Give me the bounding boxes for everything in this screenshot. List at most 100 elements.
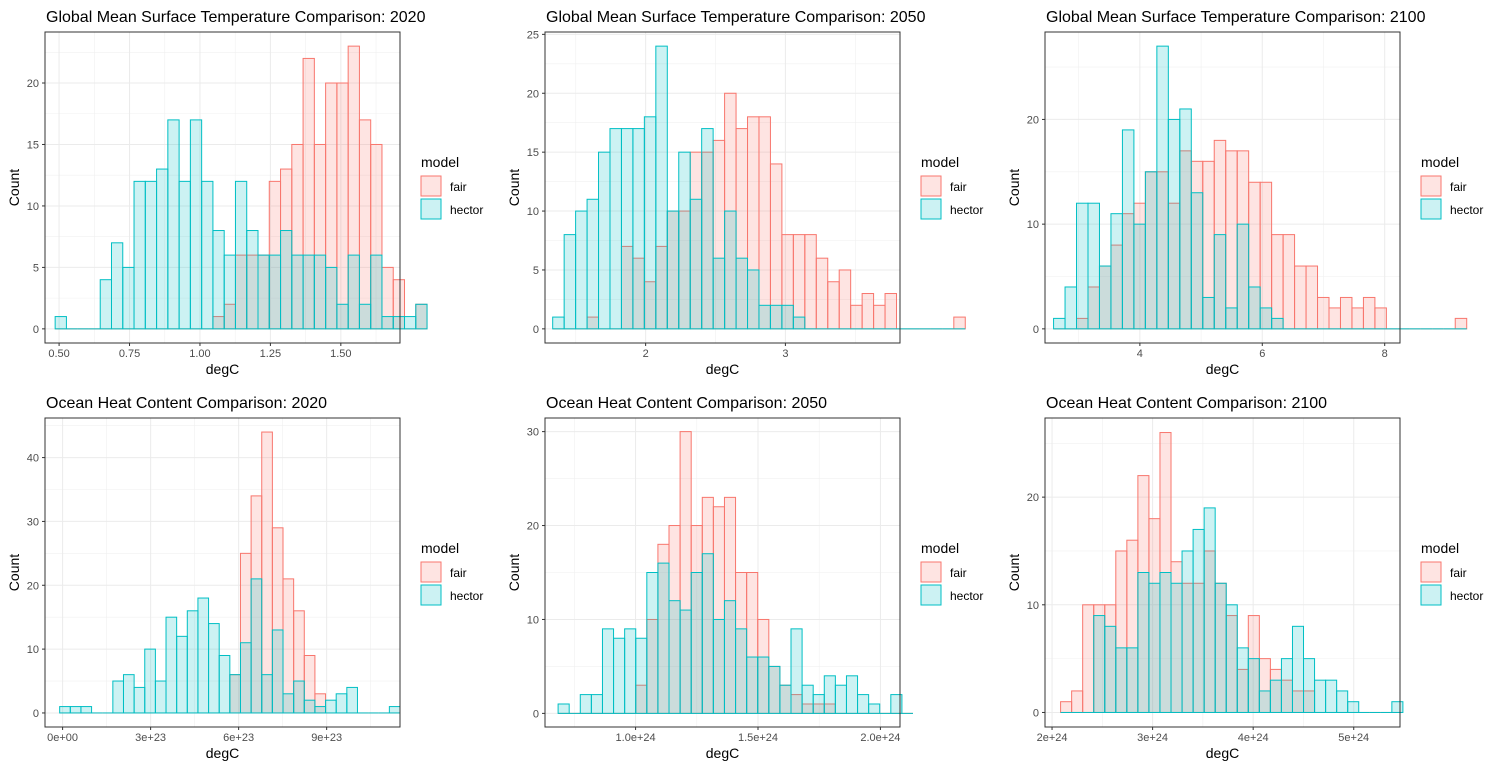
legend-key-hector [420,198,442,220]
histogram-bar-hector [590,694,603,714]
y-tick-label: 10 [27,201,39,213]
legend: model fair hector [920,154,983,220]
histogram-bar-hector [857,694,870,714]
histogram-bar-hector [609,128,622,330]
histogram-bar-hector [1115,647,1128,713]
histogram-bar-hector [110,242,124,330]
histogram-bar-hector [1190,192,1204,330]
histogram-bar-hector [557,703,570,714]
histogram-bar-hector [234,180,248,330]
histogram-bar-hector [1236,647,1249,713]
histogram-bar-fair [1060,701,1073,713]
histogram-bar-hector [358,303,372,330]
histogram-bar-hector [1236,223,1250,330]
histogram-bar-hector [229,674,241,714]
y-tick-label: 30 [527,427,539,439]
series-hector [552,45,966,330]
y-tick-label: 0 [33,324,39,336]
histogram-bar-hector [246,230,259,330]
legend-key-fair [420,561,442,583]
histogram-bar-hector [575,210,588,330]
histogram-bar-fair [792,234,806,330]
histogram-bar-hector [1144,171,1158,330]
histogram-bar-hector [1213,234,1227,330]
histogram-bar-hector [314,706,327,714]
plot-border [44,417,401,728]
histogram-bar-hector [218,654,231,714]
histogram-bar-hector [1159,572,1172,713]
histogram-bar-hector [1259,307,1273,330]
histogram-bar-hector [1271,317,1284,330]
histogram-bar-hector [666,210,680,330]
y-tick-label: 20 [527,88,539,100]
histogram-bar-hector [271,629,284,714]
histogram-bar-hector [724,210,737,330]
histogram-bar-hector [1076,202,1089,330]
histogram-bar-hector [746,656,759,714]
y-tick-label: 20 [1027,492,1039,504]
histogram-bar-hector [655,45,668,330]
histogram-bar-fair [1305,265,1319,330]
histogram-bar-fair [1362,296,1376,330]
histogram-bar-fair [815,257,829,330]
histogram-bar-hector [613,637,626,714]
histogram-bar-hector [790,628,803,714]
y-tick-label: 10 [527,614,539,626]
histogram-bar-hector [257,254,270,330]
histogram-bar-fair [358,119,372,330]
histogram-bar-hector [723,600,737,714]
histogram-bar-hector [1248,286,1261,330]
histogram-bar-hector [80,706,93,714]
x-tick-label: 3e+24 [1137,732,1168,744]
histogram-bar-hector [186,610,199,714]
x-tick-label: 8 [1382,348,1388,360]
histogram-bar-fair [1328,307,1341,330]
histogram-bar-hector [657,562,670,714]
histogram-bar-hector [1167,118,1181,330]
y-tick-label: 20 [527,521,539,533]
histogram-bar-fair [1225,150,1238,330]
legend-title: model [421,154,459,170]
histogram-bar-fair [838,269,852,330]
x-tick-label: 3e+23 [135,732,166,744]
histogram-bar-hector [112,680,124,714]
histogram-bar-hector [176,635,188,714]
legend-key-hector [920,584,942,606]
legend: model fair hector [920,540,983,606]
legend: model fair hector [1420,154,1483,220]
histogram-bar-hector [197,597,210,714]
histogram-bar-hector [812,694,825,714]
x-tick-label: 2e+24 [1037,732,1068,744]
y-tick-label: 0 [33,708,39,720]
histogram-bar-hector [156,168,169,330]
histogram-bar-hector [801,684,814,714]
legend-label-fair: fair [1450,566,1467,580]
legend-label-hector: hector [450,203,483,217]
x-tick-label: 6e+23 [223,732,254,744]
histogram-bar-hector [325,266,338,330]
histogram-bar-hector [1291,625,1305,713]
histogram-bar-hector [404,316,417,330]
x-axis-title: degC [206,745,239,761]
legend-key-fair [420,175,442,197]
x-tick-label: 1.0e+24 [616,732,656,744]
x-axis-title: degC [706,361,739,377]
histogram-bar-hector [122,674,135,714]
legend-title: model [1421,540,1459,556]
histogram-bar-hector [779,684,792,714]
histogram-bar-hector [122,266,135,330]
histogram-bar-hector [563,234,577,330]
legend-key-fair [920,175,942,197]
chart-title: Global Mean Surface Temperature Comparis… [546,9,926,26]
x-tick-label: 4e+24 [1238,732,1269,744]
histogram-bar-hector [643,116,657,330]
histogram-bar-hector [712,257,726,330]
legend-label-hector: hector [1450,589,1483,603]
y-tick-label: 0 [1033,707,1039,719]
histogram-bar-hector [598,151,611,330]
histogram-bar-hector [1202,296,1215,330]
histogram-bar-hector [1214,582,1227,713]
histogram-bar-hector [59,706,71,714]
histogram-bar-hector [646,572,659,714]
